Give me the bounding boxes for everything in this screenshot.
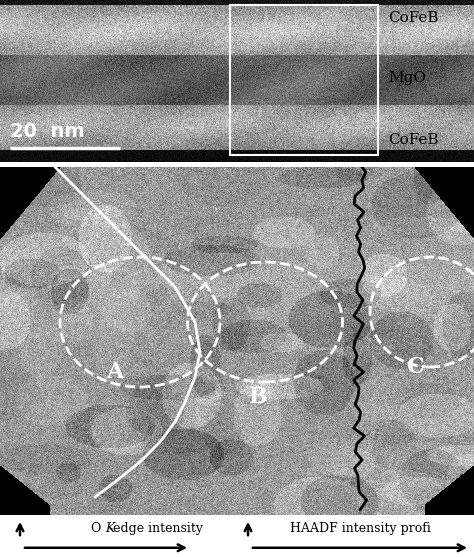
Text: A: A (106, 361, 124, 383)
Text: O: O (91, 522, 105, 535)
Text: HAADF intensity profi: HAADF intensity profi (290, 522, 430, 535)
Text: CoFeB: CoFeB (388, 133, 438, 147)
Text: CoFeB: CoFeB (388, 11, 438, 25)
Text: -edge intensity: -edge intensity (109, 522, 203, 535)
Bar (230, 5, 378, 155)
Text: K: K (105, 522, 114, 535)
Text: 20  nm: 20 nm (10, 123, 85, 141)
Text: B: B (248, 386, 267, 408)
Text: C: C (406, 356, 424, 378)
Text: MgO: MgO (388, 71, 426, 85)
